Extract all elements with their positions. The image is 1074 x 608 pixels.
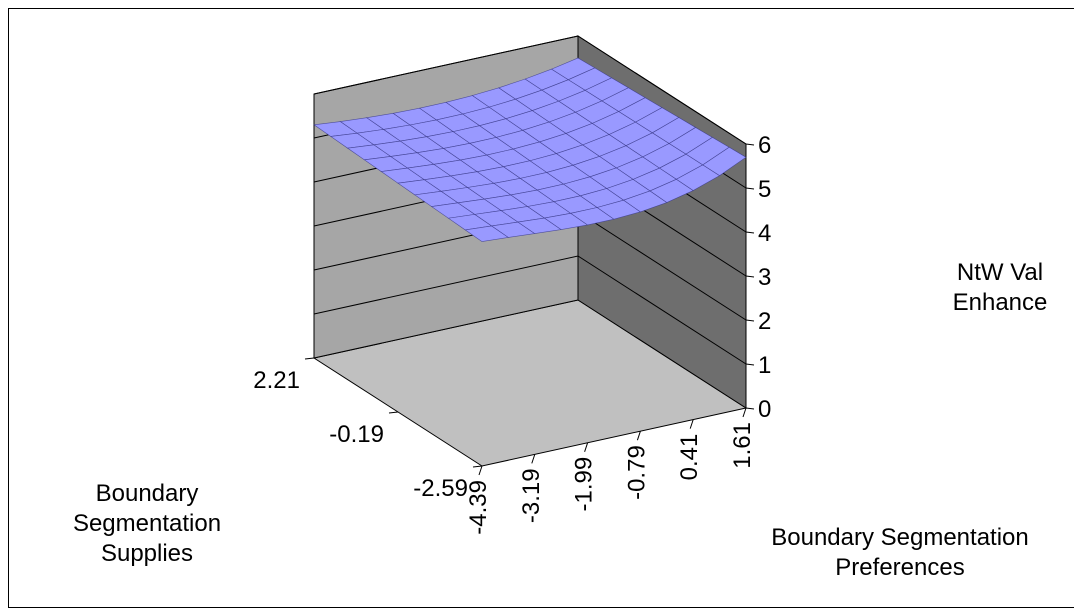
x-axis-ticks: -4.39 -3.19 -1.99 -0.79 0.41 1.61 (465, 407, 756, 535)
z-tick-label-0: 0 (758, 396, 771, 423)
y-tick-mark (388, 411, 399, 414)
x-tick-label-0: -4.39 (465, 480, 492, 535)
x-tick-label-3: -0.79 (623, 445, 650, 500)
y-axis-ticks: 2.21 -0.19 -2.59 (253, 357, 483, 502)
wall-gridline-1 (313, 255, 747, 365)
z-tick-label-4: 4 (758, 220, 771, 247)
x-tick-mark (531, 454, 536, 464)
z-tick-label-2: 2 (758, 308, 771, 335)
y-axis-title-line-2: Segmentation (72, 510, 222, 537)
y-tick-mark (304, 357, 315, 360)
z-tick-mark (745, 319, 755, 322)
surface-chart: 0 1 2 3 4 5 6 -4.39 -3.19 -1.99 -0.79 0.41 1.61 2.2… (253, 35, 771, 535)
z-tick-mark (745, 363, 755, 366)
y-axis-title-line-1: Boundary (95, 480, 199, 507)
x-tick-mark (742, 407, 747, 418)
z-axis-title: NtW Val Enhance (930, 258, 1070, 318)
z-tick-mark (745, 275, 755, 278)
z-axis-title-line-2: Enhance (952, 289, 1048, 316)
z-tick-label-6: 6 (758, 132, 771, 159)
x-tick-label-5: 1.61 (729, 422, 756, 469)
z-tick-label-3: 3 (758, 264, 771, 291)
x-tick-label-1: -3.19 (518, 468, 545, 523)
surface-mesh (313, 57, 747, 242)
x-tick-label-2: -1.99 (571, 457, 598, 512)
y-tick-label-1: -0.19 (329, 421, 384, 448)
chart-border (8, 8, 1074, 608)
z-axis-title-line-1: NtW Val (956, 259, 1044, 286)
x-axis-title-line-1: Boundary Segmentation (771, 524, 1029, 551)
x-tick-label-4: 0.41 (676, 434, 703, 481)
x-tick-mark (584, 442, 589, 452)
y-tick-label-0: 2.21 (253, 367, 300, 394)
z-tick-label-5: 5 (758, 176, 771, 203)
x-axis-title-line-2: Preferences (835, 554, 965, 581)
wall-gridline-6 (313, 35, 747, 145)
z-tick-mark (745, 143, 755, 146)
x-axis-title: Boundary Segmentation Preferences (720, 523, 1074, 583)
z-tick-mark (745, 231, 755, 234)
x-tick-mark (478, 465, 483, 476)
z-tick-mark (745, 187, 755, 190)
y-axis-title: Boundary Segmentation Supplies (62, 479, 232, 569)
surface-cell (702, 146, 747, 176)
chart-canvas: 0 1 2 3 4 5 6 -4.39 -3.19 -1.99 -0.79 0.41 1.61 2.2… (8, 8, 1074, 608)
y-tick-label-2: -2.59 (413, 475, 468, 502)
x-tick-mark (689, 419, 694, 429)
z-axis-ticks: 0 1 2 3 4 5 6 (745, 132, 771, 423)
z-tick-label-1: 1 (758, 352, 771, 379)
y-axis-title-line-3: Supplies (100, 540, 194, 567)
x-tick-mark (636, 431, 641, 441)
z-tick-mark (745, 407, 755, 410)
y-tick-mark (472, 465, 483, 468)
